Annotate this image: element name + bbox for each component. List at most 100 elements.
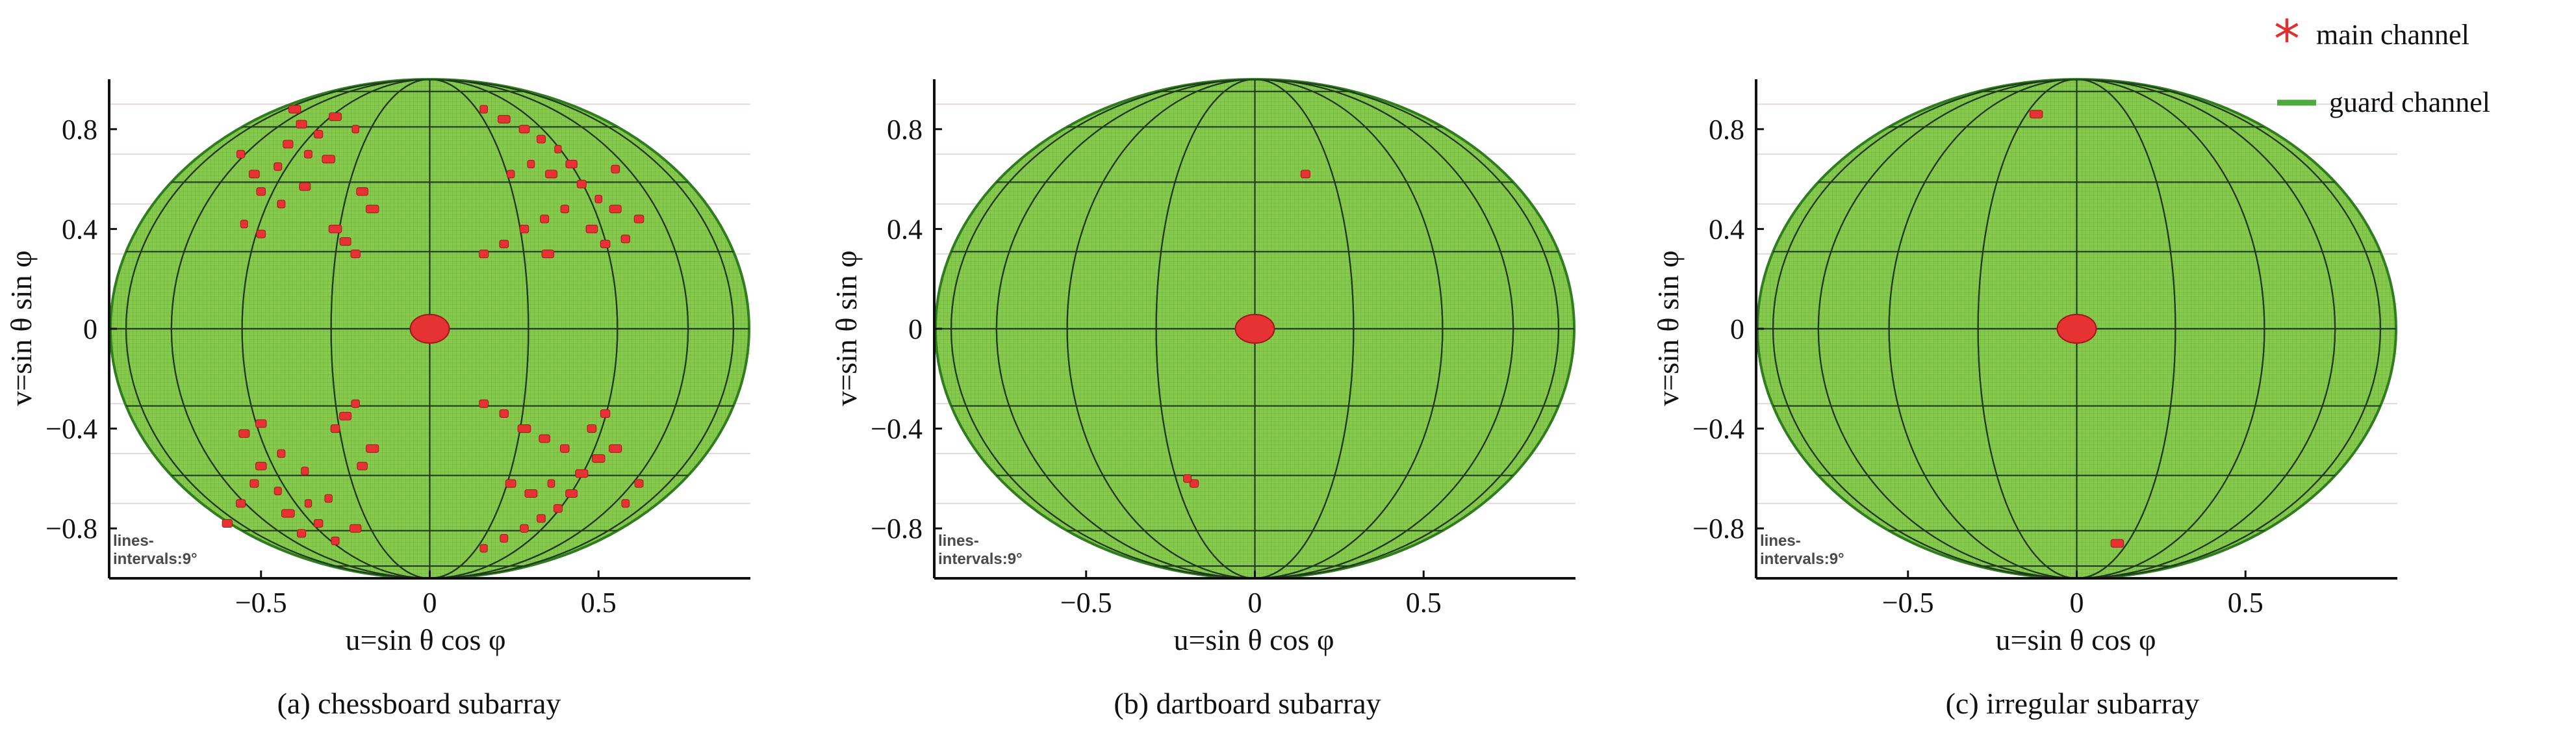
main-channel-point [1183,474,1192,483]
main-channel-point [351,125,360,134]
ylabel-c: v=sin θ sin φ [1651,250,1685,405]
caption-b: (b) dartboard subarray [1114,687,1381,720]
main-channel-point [313,519,324,528]
main-channel-point [634,479,644,488]
panel-a: −0.8 −0.4 0 0.4 0.8 −0.5 0 0.5 lines-intervals:9… [5,78,750,720]
main-channel-point [594,194,603,203]
main-channel-point [587,424,597,433]
main-channel-point [541,250,555,259]
y-tick-label: −0.8 [1692,513,1744,545]
main-channel-cluster [409,314,450,344]
main-channel-point [505,479,516,488]
main-channel-point [609,444,622,453]
main-channel-point [255,461,267,470]
main-channel-point [236,149,246,159]
grid-note-line1: lines- [938,532,979,550]
main-channel-point [527,160,535,169]
main-channel-point [296,120,307,129]
main-channel-point [592,454,606,463]
y-tick-label: 0 [1730,313,1744,345]
main-channel-point [497,114,511,123]
panel-b: −0.8 −0.4 0 0.4 0.8 −0.5 0 0.5 lines-intervals:9… [830,78,1575,720]
main-channel-point [322,155,335,164]
main-channel-point [611,164,620,173]
y-tick-label: −0.4 [45,413,97,445]
y-tick-label: 0 [908,313,923,345]
main-channel-point [633,214,644,224]
x-tick-label: 0.5 [2228,587,2264,619]
main-channel-point [575,469,589,478]
ylabel-b: v=sin θ sin φ [830,250,863,405]
grid-note-line2: intervals:9° [113,550,198,568]
main-channel-cluster [1234,314,1275,344]
main-channel-point [339,411,352,420]
main-channel-point [235,499,246,508]
caption-a: (a) chessboard subarray [277,687,561,720]
main-channel-point [621,499,630,508]
main-channel-point [339,237,351,246]
x-tick-label: −0.5 [1882,587,1934,619]
main-channel-point [479,105,488,114]
y-tick-label: 0.8 [887,114,923,146]
y-tick-label: 0.8 [1709,114,1744,146]
main-channel-point [301,467,309,476]
main-channel-point [283,140,294,149]
main-channel-point [553,504,563,513]
main-channel-point [365,205,379,214]
main-channel-point [256,229,266,238]
main-channel-point [357,461,368,470]
plot-area-a: −0.8 −0.4 0 0.4 0.8 −0.5 0 0.5 lines-intervals:9… [45,78,750,619]
legend-item-guard-channel: guard channel [2277,86,2490,118]
x-tick-label: 0 [1248,587,1262,619]
y-tick-label: 0.4 [62,213,97,245]
main-channel-point [479,544,488,553]
main-channel-point [248,170,260,179]
main-channel-point [479,399,489,408]
x-tick-label: 0.5 [581,587,617,619]
main-channel-point [506,170,515,179]
legend-item-main-channel: * main channel [2274,9,2469,70]
main-channel-point [328,224,342,233]
x-tick-label: −0.5 [1060,587,1112,619]
main-channel-point [366,444,379,453]
main-channel-point [547,479,555,488]
main-channel-point [297,529,307,538]
main-channel-point [281,509,295,518]
main-channel-point [1300,170,1310,179]
main-channel-point [560,205,569,214]
main-channel-point [600,239,611,248]
main-channel-point [559,444,570,453]
main-channel-point [499,409,509,418]
main-channel-point [545,170,557,179]
legend: * main channel guard channel [2274,9,2490,118]
main-channel-point [540,214,550,224]
main-channel-point [304,149,312,159]
main-channel-point [539,434,550,443]
main-channel-point [479,250,489,259]
main-channel-point [277,199,286,209]
y-tick-label: 0.4 [887,213,923,245]
main-channel-point [500,534,509,543]
y-tick-label: 0 [83,313,97,345]
y-tick-label: −0.8 [45,513,97,545]
main-channel-point [524,489,538,498]
main-channel-point [1189,479,1199,488]
main-channel-cluster [2056,314,2097,344]
xlabel-c: u=sin θ cos φ [1995,623,2156,656]
main-channel-point [520,524,529,533]
main-channel-point [585,224,598,233]
x-tick-label: 0 [2070,587,2084,619]
main-channel-point [240,220,248,229]
main-channel-point [2110,539,2124,548]
plot-area-c: −0.8 −0.4 0 0.4 0.8 −0.5 0 0.5 lines-intervals:9… [1692,78,2397,619]
plot-area-b: −0.8 −0.4 0 0.4 0.8 −0.5 0 0.5 lines-intervals:9… [871,78,1575,619]
main-channel-point [329,112,342,122]
main-channel-point [350,250,361,259]
main-channel-point [609,205,622,214]
y-tick-label: −0.4 [1692,413,1744,445]
main-channel-point [519,224,529,233]
ylabel-a: v=sin θ sin φ [5,250,38,405]
main-channel-point [238,429,250,438]
main-channel-point [536,135,546,144]
main-channel-point [517,424,531,433]
